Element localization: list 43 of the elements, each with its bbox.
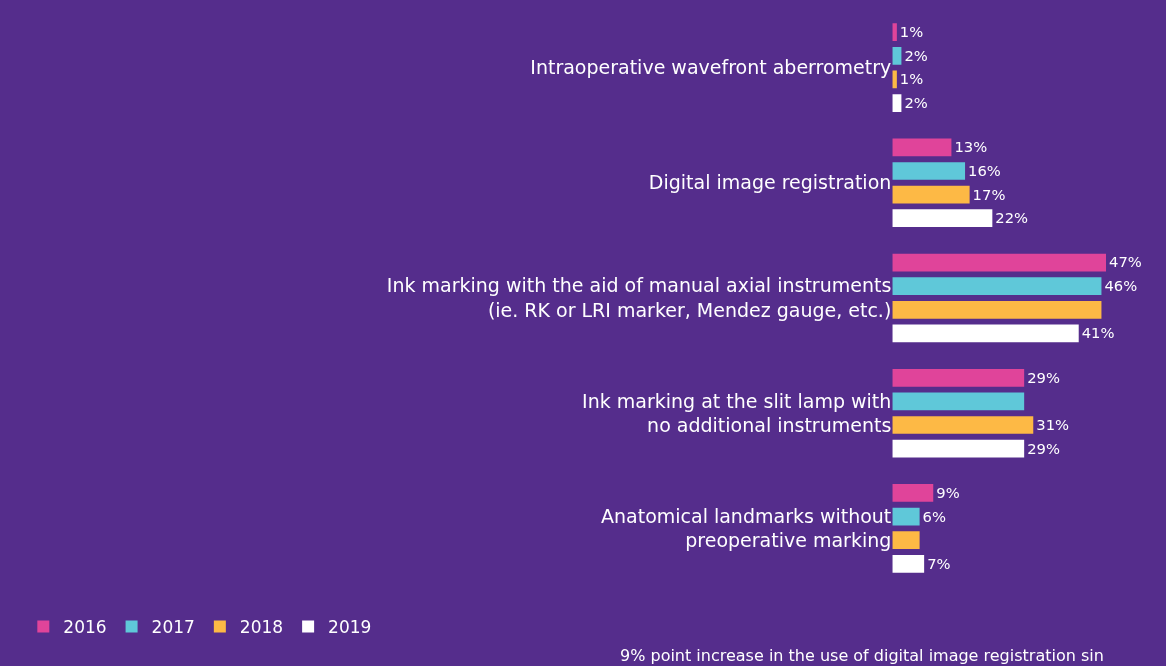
data-label: 17%	[972, 185, 1006, 203]
data-label: 9%	[936, 483, 960, 501]
data-label: 13%	[954, 138, 988, 156]
y-tick-label: Intraoperative wavefront aberrometry	[530, 56, 892, 79]
bar	[892, 253, 1106, 272]
data-label: 6%	[922, 507, 947, 525]
data-label: 31%	[1036, 415, 1070, 433]
bar	[892, 416, 1034, 434]
bar	[892, 439, 1025, 458]
legend-label: 2016	[63, 617, 107, 638]
data-label: 46%	[1104, 277, 1138, 295]
data-label: 1%	[899, 70, 924, 88]
legend-label: 2017	[151, 617, 195, 638]
y-tick-label: Ink marking with the aid of manual axial instruments (ie. RK or LRI marker, Mendez gauge, etc.)	[386, 274, 892, 321]
data-label: 7%	[927, 554, 951, 572]
bar	[892, 324, 1079, 343]
data-label: 47%	[1109, 253, 1142, 271]
bar	[892, 185, 970, 204]
bar	[892, 209, 993, 228]
data-label: 29%	[1027, 368, 1060, 386]
bar	[892, 300, 1102, 319]
data-label: 2%	[904, 46, 928, 64]
bar	[892, 531, 920, 550]
bar	[892, 392, 1025, 411]
bar	[892, 138, 952, 157]
data-label: 41%	[1081, 324, 1115, 342]
data-label: 2%	[904, 93, 928, 111]
data-label: 16%	[968, 161, 1001, 179]
data-label: 22%	[995, 209, 1029, 227]
data-label: 1%	[899, 23, 924, 41]
text: 9% point increase in the use of digital image registration sin	[620, 646, 1104, 665]
bar	[892, 368, 1025, 387]
bar	[892, 507, 920, 526]
y-tick-label: Anatomical landmarks without preoperative marking	[601, 504, 892, 552]
y-tick-label: Ink marking at the slit lamp with no additional instruments	[582, 389, 892, 437]
bar	[892, 484, 934, 502]
y-tick-label: Digital image registration	[648, 171, 892, 194]
bar	[892, 162, 966, 180]
data-label: 29%	[1027, 439, 1060, 457]
legend-label: 2019	[328, 617, 372, 638]
legend-label: 2018	[239, 617, 284, 638]
bar	[892, 554, 925, 573]
bar	[892, 277, 1102, 296]
